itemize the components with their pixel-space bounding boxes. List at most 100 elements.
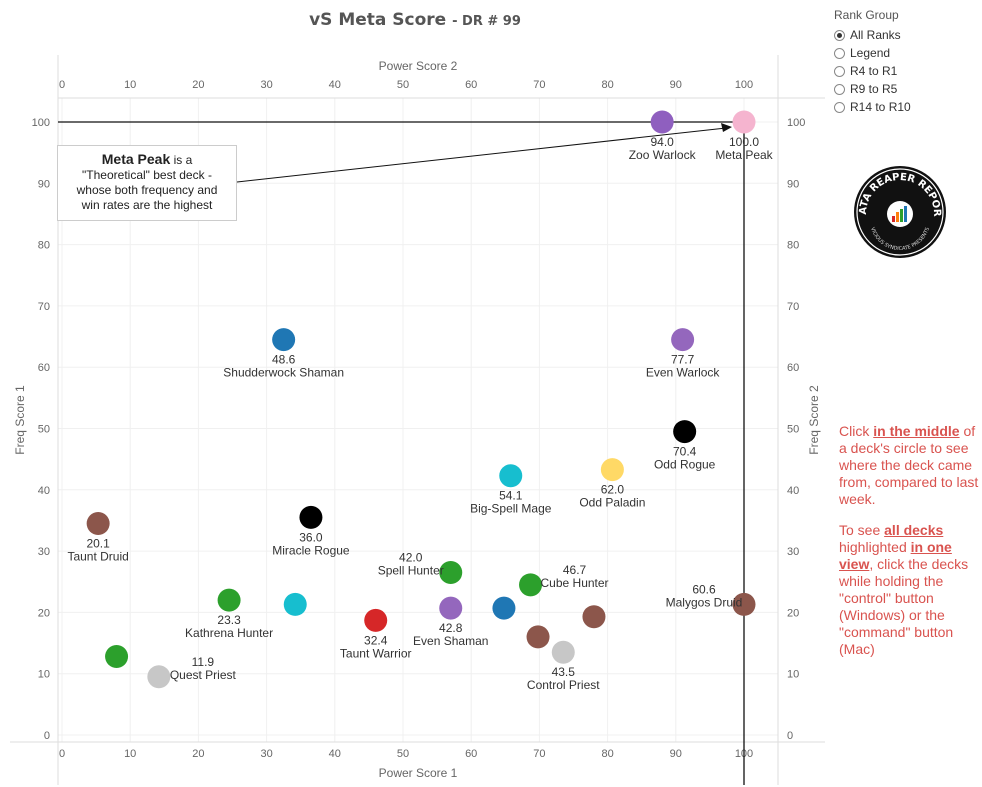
rank-group-filter: Rank Group All Ranks Legend R4 to R1 R9 …: [834, 8, 911, 116]
instruction-emphasis: in the middle: [873, 423, 960, 439]
x-tick-label: 60: [465, 748, 477, 760]
chart-title-main: vS Meta Score: [309, 10, 447, 30]
deck-score-label: 62.0: [601, 483, 625, 497]
deck-name-label: Miracle Rogue: [272, 543, 350, 557]
deck-score-label: 46.7: [563, 563, 587, 577]
deck-score-label: 42.8: [439, 621, 463, 635]
y-tick-label: 30: [38, 546, 50, 558]
radio-icon[interactable]: [834, 29, 845, 41]
deck-point: [283, 592, 307, 616]
y2-tick-label: 60: [787, 362, 799, 374]
x2-tick-label: 60: [465, 79, 477, 91]
rank-option-r14-r10[interactable]: R14 to R10: [834, 98, 911, 116]
y2-tick-label: 100: [787, 117, 805, 129]
y-tick-label: 90: [38, 178, 50, 190]
deck-point: [600, 458, 624, 482]
x2-tick-label: 20: [192, 79, 204, 91]
deck-score-label: 100.0: [729, 135, 759, 149]
instruction-text: highlighted: [839, 539, 911, 555]
deck-point: [86, 512, 110, 536]
x-tick-label: 30: [260, 748, 272, 760]
deck-point: [650, 110, 674, 134]
deck-name-label: Quest Priest: [170, 668, 237, 682]
deck-score-label: 36.0: [299, 530, 323, 544]
x2-tick-label: 50: [397, 79, 409, 91]
instruction-text: of a deck's circle to see where the deck…: [839, 423, 979, 507]
deck-point: [671, 328, 695, 352]
x2-tick-label: 90: [670, 79, 682, 91]
radio-icon[interactable]: [834, 47, 845, 59]
deck-score-label: 43.5: [552, 665, 576, 679]
y-tick-label: 0: [44, 730, 50, 742]
deck-point: [551, 640, 575, 664]
y-tick-label: 80: [38, 240, 50, 252]
rank-option-legend[interactable]: Legend: [834, 44, 911, 62]
rank-option-label: R4 to R1: [850, 64, 898, 78]
deck-point: [673, 420, 697, 444]
instruction-text: To see: [839, 522, 885, 538]
annotation-line1: is a: [170, 153, 193, 167]
deck-name-label: Zoo Warlock: [629, 148, 697, 162]
y2-tick-label: 80: [787, 240, 799, 252]
deck-point: [499, 464, 523, 488]
annotation-arrow: [236, 123, 732, 183]
deck-name-label: Malygos Druid: [666, 595, 743, 609]
x-tick-label: 40: [329, 748, 341, 760]
deck-point: [299, 505, 323, 529]
y2-tick-label: 70: [787, 301, 799, 313]
deck-name-label: Taunt Druid: [67, 550, 128, 564]
deck-score-label: 70.4: [673, 445, 697, 459]
rank-option-label: R9 to R5: [850, 82, 898, 96]
deck-name-label: Cube Hunter: [541, 576, 609, 590]
radio-icon[interactable]: [834, 83, 845, 95]
logo-bar-icon: [904, 206, 907, 222]
deck-point: [217, 588, 241, 612]
rank-option-r9-r5[interactable]: R9 to R5: [834, 80, 911, 98]
deck-score-label: 94.0: [650, 135, 674, 149]
y2-tick-label: 30: [787, 546, 799, 558]
deck-point: [439, 561, 463, 585]
deck-point: [582, 605, 606, 629]
deck-point: [364, 608, 388, 632]
y-tick-label: 70: [38, 301, 50, 313]
deck-point: [147, 665, 171, 689]
axes: 0010102020303040405050606070708080909010…: [10, 55, 825, 785]
deck-score-label: 54.1: [499, 489, 523, 503]
annotation-line3: whose both frequency and: [76, 183, 218, 197]
x2-tick-label: 40: [329, 79, 341, 91]
points: [86, 110, 756, 689]
x-tick-label: 90: [670, 748, 682, 760]
deck-score-label: 23.3: [217, 613, 241, 627]
deck-name-label: Control Priest: [527, 678, 600, 692]
instruction-emphasis: in one view: [839, 539, 952, 572]
radio-icon[interactable]: [834, 65, 845, 77]
deck-score-label: 20.1: [86, 537, 110, 551]
x2-tick-label: 0: [59, 79, 65, 91]
deck-score-label: 60.6: [692, 582, 716, 596]
chart-title-sub: - DR # 99: [452, 14, 521, 29]
radio-icon[interactable]: [834, 101, 845, 113]
rank-option-label: All Ranks: [850, 28, 901, 42]
y-tick-label: 100: [32, 117, 50, 129]
deck-name-label: Odd Paladin: [579, 496, 645, 510]
reference-lines: [58, 121, 745, 785]
x2-tick-label: 80: [601, 79, 613, 91]
y2-tick-label: 20: [787, 607, 799, 619]
y-tick-label: 20: [38, 607, 50, 619]
y2-tick-label: 90: [787, 178, 799, 190]
deck-point: [492, 596, 516, 620]
deck-score-label: 48.6: [272, 353, 296, 367]
deck-name-label: Spell Hunter: [378, 564, 444, 578]
rank-option-r4-r1[interactable]: R4 to R1: [834, 62, 911, 80]
deck-point: [732, 592, 756, 616]
deck-name-label: Shudderwock Shaman: [223, 366, 344, 380]
instruction-text: Click: [839, 423, 874, 439]
annotation-line2: "Theoretical" best deck -: [82, 168, 212, 182]
logo-bar-icon: [896, 212, 899, 222]
x-tick-label: 0: [59, 748, 65, 760]
data-reaper-logo: DATA REAPER REPORT VICIOUS SYNDICATE PRE…: [852, 164, 946, 258]
rank-option-all-ranks[interactable]: All Ranks: [834, 26, 911, 44]
y-tick-label: 50: [38, 424, 50, 436]
deck-point: [732, 110, 756, 134]
